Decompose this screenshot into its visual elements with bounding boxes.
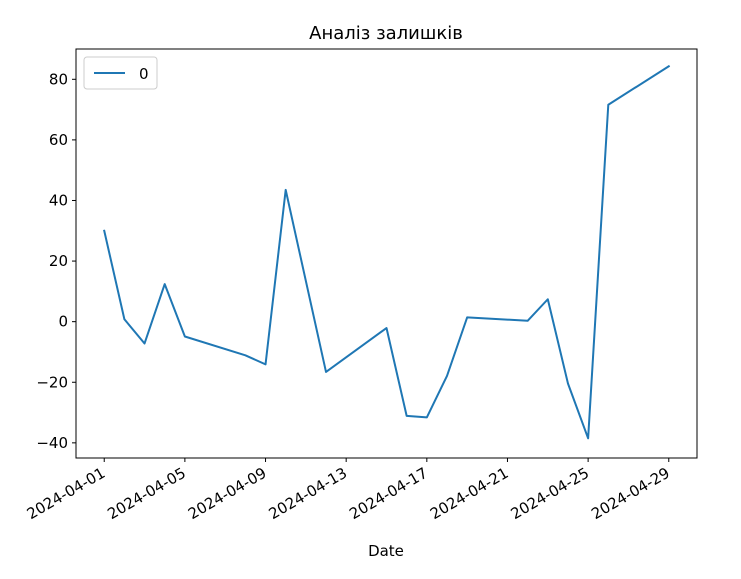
y-tick-label: 20: [49, 252, 68, 270]
x-axis-title: Date: [368, 542, 404, 560]
x-tick-label: 2024-04-09: [185, 464, 270, 523]
y-tick-label: −20: [36, 373, 68, 391]
y-tick-label: 0: [58, 313, 68, 331]
x-tick-label: 2024-04-21: [427, 464, 512, 523]
legend-label: 0: [139, 65, 149, 83]
chart-title: Аналіз залишків: [309, 23, 463, 44]
legend: 0: [84, 57, 157, 89]
x-tick-label: 2024-04-13: [266, 464, 351, 523]
x-tick-label: 2024-04-01: [24, 464, 109, 523]
x-tick-label: 2024-04-05: [104, 464, 189, 523]
x-tick-label: 2024-04-17: [346, 464, 431, 523]
y-tick-label: 40: [49, 191, 68, 209]
axes-frame: [76, 49, 697, 458]
series-line-0: [104, 66, 669, 438]
x-tick-label: 2024-04-29: [588, 464, 673, 523]
plot-area: −40−200204060802024-04-012024-04-052024-…: [24, 49, 697, 523]
x-tick-label: 2024-04-25: [508, 464, 593, 523]
y-tick-label: 60: [49, 131, 68, 149]
y-tick-label: 80: [49, 70, 68, 88]
y-tick-label: −40: [36, 434, 68, 452]
